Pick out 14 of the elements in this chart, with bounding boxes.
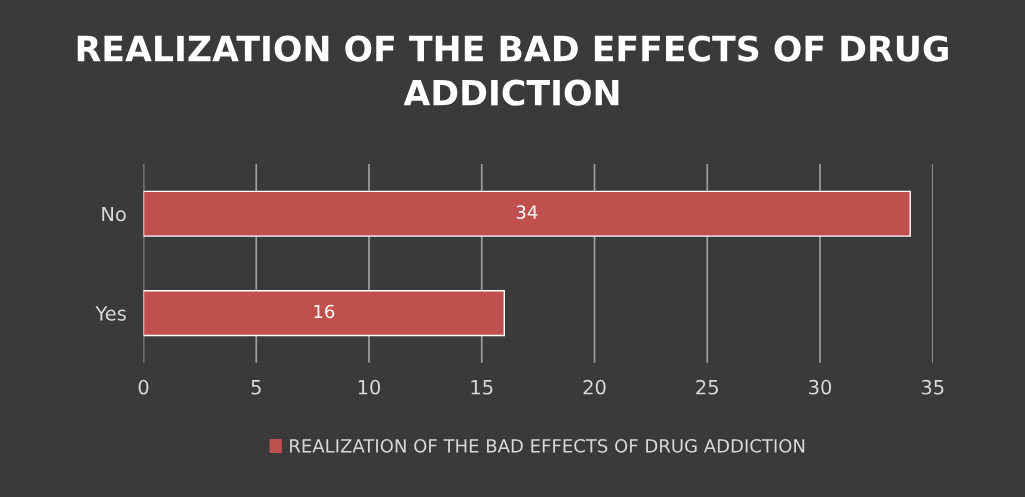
legend-label: REALIZATION OF THE BAD EFFECTS OF DRUG ADDICTION	[290, 439, 805, 453]
x-tick-label: 15	[471, 380, 493, 395]
x-tick-label: 35	[921, 379, 944, 395]
x-tick-label: 0	[138, 379, 149, 395]
data-label: 34	[516, 205, 538, 219]
chart-title: REALIZATION OF THE BAD EFFECTS OF DRUG ADDICTION	[77, 35, 948, 106]
x-tick-label: 30	[809, 379, 832, 395]
x-tick-label: 20	[583, 379, 606, 395]
y-tick-label: No	[102, 206, 126, 222]
x-tick-label: 10	[358, 379, 381, 395]
y-tick-label: Yes	[95, 306, 126, 321]
x-tick-label: 25	[696, 379, 718, 395]
data-label: 16	[314, 304, 335, 319]
x-tick-label: 5	[251, 380, 261, 395]
